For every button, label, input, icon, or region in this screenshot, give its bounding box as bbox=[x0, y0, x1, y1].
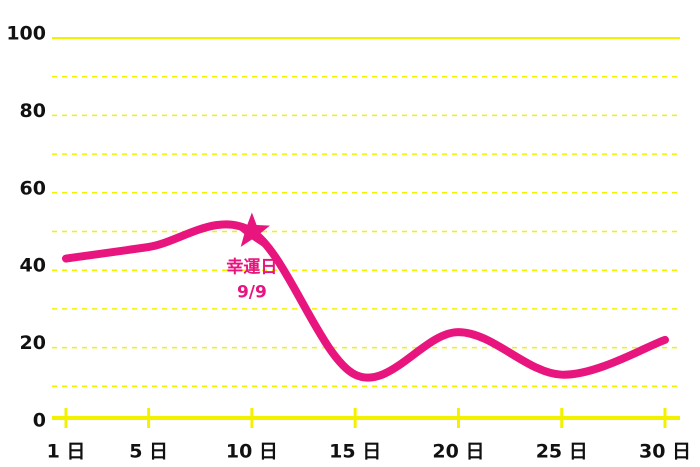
y-tick-label: 80 bbox=[20, 100, 46, 122]
x-tick-label: 25 日 bbox=[536, 441, 588, 463]
x-tick-label: 30 日 bbox=[639, 441, 691, 463]
y-tick-label: 40 bbox=[20, 255, 46, 277]
x-tick-label: 15 日 bbox=[329, 441, 381, 463]
x-tick-label: 5 日 bbox=[129, 441, 168, 463]
y-tick-label: 60 bbox=[20, 177, 46, 199]
line bbox=[62, 220, 669, 382]
x-tick-label: 10 日 bbox=[226, 441, 278, 463]
x-tick-label: 20 日 bbox=[432, 441, 484, 463]
x-tick-label: 1 日 bbox=[47, 441, 86, 463]
y-tick-label: 100 bbox=[6, 23, 46, 45]
y-tick-label: 20 bbox=[20, 332, 46, 354]
star-marker bbox=[233, 212, 270, 247]
annotation: 幸運日 bbox=[226, 257, 277, 278]
y-tick-label: 0 bbox=[33, 410, 46, 432]
annotation: 9/9 bbox=[237, 283, 267, 303]
